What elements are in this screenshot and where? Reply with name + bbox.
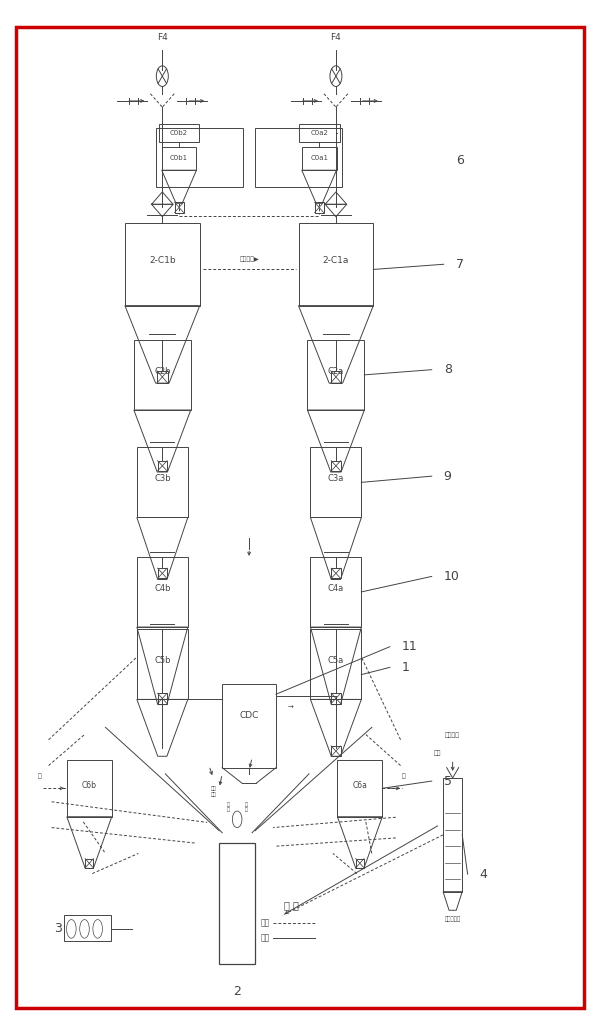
Text: 3: 3 xyxy=(55,922,62,936)
Bar xyxy=(159,124,199,142)
Bar xyxy=(331,693,341,704)
Bar xyxy=(356,859,364,868)
Text: 图 例: 图 例 xyxy=(284,900,298,910)
Bar xyxy=(331,461,341,471)
Bar xyxy=(67,760,112,817)
Bar xyxy=(310,629,361,700)
Text: 7: 7 xyxy=(455,258,464,271)
Bar xyxy=(158,461,167,471)
Text: C2a: C2a xyxy=(328,366,344,376)
Text: C0a1: C0a1 xyxy=(310,154,328,160)
Text: 2: 2 xyxy=(233,984,241,998)
Bar xyxy=(64,915,112,941)
Text: 物流: 物流 xyxy=(261,934,270,943)
Bar xyxy=(302,147,337,170)
Text: C5b: C5b xyxy=(154,656,170,666)
Text: 8: 8 xyxy=(443,363,452,376)
Text: C0b1: C0b1 xyxy=(170,154,188,160)
Bar xyxy=(337,760,382,817)
Bar xyxy=(314,202,323,212)
Text: →: → xyxy=(288,705,294,711)
Text: 气流: 气流 xyxy=(261,918,270,927)
Bar xyxy=(137,629,188,700)
Bar xyxy=(331,746,341,757)
Text: 喷枪: 喷枪 xyxy=(434,750,442,757)
Text: 仪表
控制: 仪表 控制 xyxy=(211,786,216,797)
Bar xyxy=(85,859,94,868)
Text: F4: F4 xyxy=(157,33,167,42)
Text: C3b: C3b xyxy=(154,474,170,483)
Text: C3a: C3a xyxy=(328,474,344,483)
Text: 2-C1b: 2-C1b xyxy=(149,256,176,265)
Text: C0b2: C0b2 xyxy=(170,130,188,136)
Bar xyxy=(157,371,168,383)
Bar xyxy=(443,778,462,892)
Bar xyxy=(307,339,364,410)
Text: 开
关: 开 关 xyxy=(227,801,230,812)
Text: C4a: C4a xyxy=(328,584,344,593)
Text: 1: 1 xyxy=(402,661,410,674)
Text: 5: 5 xyxy=(443,774,452,788)
Bar xyxy=(175,202,184,212)
Bar xyxy=(137,557,188,627)
Text: C4b: C4b xyxy=(154,584,170,593)
Text: 氨水计量泵: 氨水计量泵 xyxy=(445,916,461,921)
Text: 4: 4 xyxy=(479,867,487,881)
Text: C2b: C2b xyxy=(154,366,170,376)
Text: C5a: C5a xyxy=(328,656,344,666)
Text: F4: F4 xyxy=(331,33,341,42)
Bar xyxy=(162,147,196,170)
Bar xyxy=(219,844,255,964)
Bar xyxy=(255,128,342,186)
Bar xyxy=(331,568,341,579)
Bar xyxy=(158,693,167,704)
Bar xyxy=(222,684,276,768)
Text: 料: 料 xyxy=(401,773,406,779)
Text: C6a: C6a xyxy=(352,781,367,790)
Text: 氨水储罐: 氨水储罐 xyxy=(445,732,460,738)
Text: 11: 11 xyxy=(402,641,418,653)
Text: C0a2: C0a2 xyxy=(310,130,328,136)
Bar xyxy=(157,128,243,186)
Bar xyxy=(331,371,341,383)
Bar xyxy=(310,447,361,518)
Text: 2-C1a: 2-C1a xyxy=(323,256,349,265)
Text: 10: 10 xyxy=(443,570,460,583)
Text: 6: 6 xyxy=(455,154,464,168)
Bar xyxy=(299,223,373,305)
Text: C6b: C6b xyxy=(82,781,97,790)
Bar xyxy=(125,223,200,305)
Bar xyxy=(158,568,167,579)
Text: 9: 9 xyxy=(443,470,452,482)
Bar xyxy=(134,339,191,410)
Text: 石灰循环▶: 石灰循环▶ xyxy=(239,257,259,262)
Text: 开
关: 开 关 xyxy=(245,801,248,812)
Bar xyxy=(137,447,188,518)
Text: 料: 料 xyxy=(38,773,41,779)
Text: CDC: CDC xyxy=(239,711,259,720)
Bar xyxy=(299,124,340,142)
Bar xyxy=(310,557,361,627)
